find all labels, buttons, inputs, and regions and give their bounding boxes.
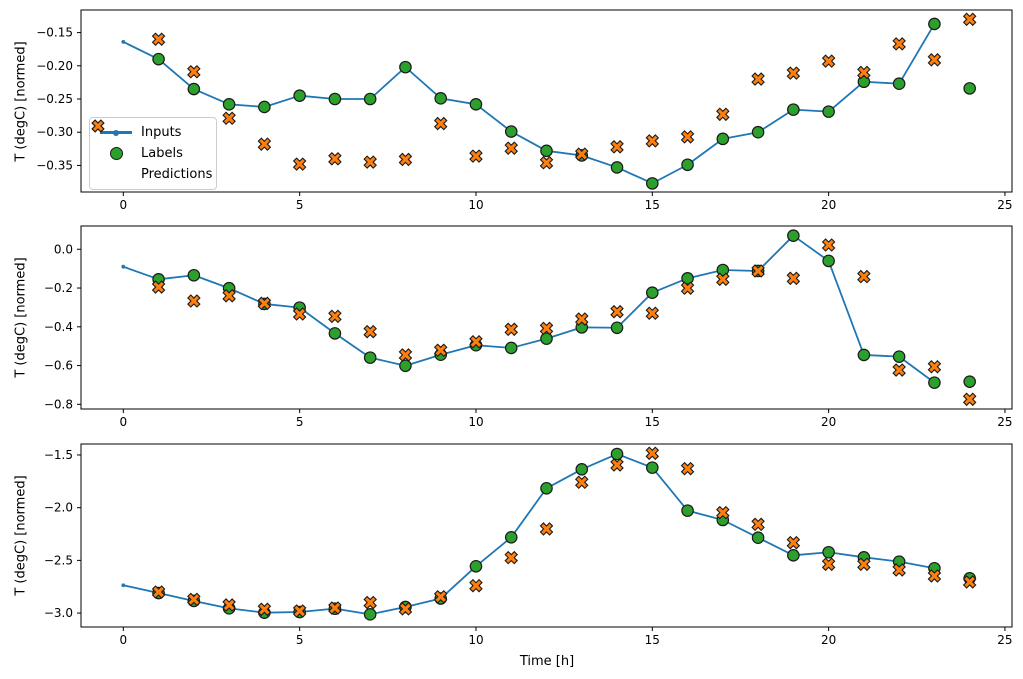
y-tick-label: −1.5 — [44, 448, 73, 462]
x-tick-label: 25 — [997, 198, 1012, 212]
inputs-series — [121, 452, 937, 617]
y-tick-label: −0.2 — [44, 281, 73, 295]
x-axis-ticks: 0 5 10 15 20 25 — [119, 627, 1013, 647]
subplot-2: 0 5 10 15 20 25 0.0 −0.2 −0.4 −0.6 −0.8 — [44, 225, 1013, 429]
inputs-line-icon — [99, 129, 133, 136]
x-axis-ticks: 0 5 10 15 20 25 — [119, 192, 1013, 212]
predictions-series — [151, 12, 977, 171]
legend: Inputs Labels Predictions — [89, 117, 217, 190]
y-tick-label: −2.5 — [44, 553, 73, 567]
x-tick-label: 15 — [645, 415, 660, 429]
predictions-series — [151, 238, 977, 407]
x-tick-label: 0 — [119, 633, 127, 647]
axes-frame — [80, 443, 1013, 628]
x-tick-label: 10 — [468, 415, 483, 429]
y-tick-label: −2.0 — [44, 501, 73, 515]
y-tick-label: −0.25 — [36, 92, 73, 106]
x-tick-label: 15 — [645, 633, 660, 647]
legend-item-predictions: Predictions — [91, 119, 212, 185]
x-tick-label: 0 — [119, 198, 127, 212]
labels-circle-icon — [99, 147, 133, 160]
y-axis-ticks: 0.0 −0.2 −0.4 −0.6 −0.8 — [44, 242, 81, 411]
labels-series — [152, 447, 976, 621]
legend-label-labels: Labels — [141, 146, 183, 161]
labels-series — [152, 229, 976, 389]
inputs-line — [123, 234, 935, 384]
x-tick-label: 10 — [468, 198, 483, 212]
y-tick-label: −0.15 — [36, 26, 73, 40]
y-axis-ticks: −1.5 −2.0 −2.5 −3.0 — [44, 448, 81, 620]
x-tick-label: 15 — [645, 198, 660, 212]
axes-frame — [80, 225, 1013, 410]
x-tick-label: 10 — [468, 633, 483, 647]
predictions-series — [151, 446, 977, 618]
y-axis-label-subplot-2: T (degC) [normed] — [13, 257, 29, 378]
y-tick-label: −0.20 — [36, 59, 73, 73]
inputs-series — [121, 233, 937, 385]
axes-frame — [80, 9, 1013, 193]
y-tick-label: −0.30 — [36, 125, 73, 139]
x-axis-ticks: 0 5 10 15 20 25 — [119, 409, 1013, 429]
legend-label-predictions: Predictions — [141, 167, 213, 182]
y-axis-ticks: −0.15 −0.20 −0.25 −0.30 −0.35 — [36, 26, 81, 172]
y-tick-label: −0.4 — [44, 320, 73, 334]
x-tick-label: 5 — [296, 415, 304, 429]
inputs-line — [123, 453, 935, 616]
x-axis-label: Time [h] — [519, 654, 575, 669]
x-tick-label: 5 — [296, 198, 304, 212]
y-tick-label: −3.0 — [44, 606, 73, 620]
x-tick-label: 25 — [997, 415, 1012, 429]
x-tick-label: 20 — [821, 633, 836, 647]
subplot-3: 0 5 10 15 20 25 −1.5 −2.0 −2.5 −3.0 — [44, 443, 1013, 647]
x-tick-label: 20 — [821, 415, 836, 429]
legend-label-inputs: Inputs — [141, 125, 182, 140]
inputs-line — [122, 23, 936, 185]
x-tick-label: 20 — [821, 198, 836, 212]
labels-series — [152, 17, 976, 190]
legend-item-labels: Labels — [99, 143, 207, 164]
x-tick-label: 0 — [119, 415, 127, 429]
x-tick-label: 5 — [296, 633, 304, 647]
y-axis-label-subplot-3: T (degC) [normed] — [13, 475, 29, 596]
x-tick-label: 25 — [997, 633, 1012, 647]
y-tick-label: −0.35 — [36, 158, 73, 172]
y-tick-label: −0.8 — [44, 397, 73, 411]
inputs-series — [121, 22, 937, 186]
y-tick-label: 0.0 — [54, 242, 73, 256]
legend-item-inputs: Inputs — [99, 122, 207, 143]
y-axis-label-subplot-1: T (degC) [normed] — [13, 41, 29, 162]
subplot-1: 0 5 10 15 20 25 −0.15 −0.20 −0.25 −0.30 −0.35 — [36, 9, 1013, 212]
y-tick-label: −0.6 — [44, 359, 73, 373]
